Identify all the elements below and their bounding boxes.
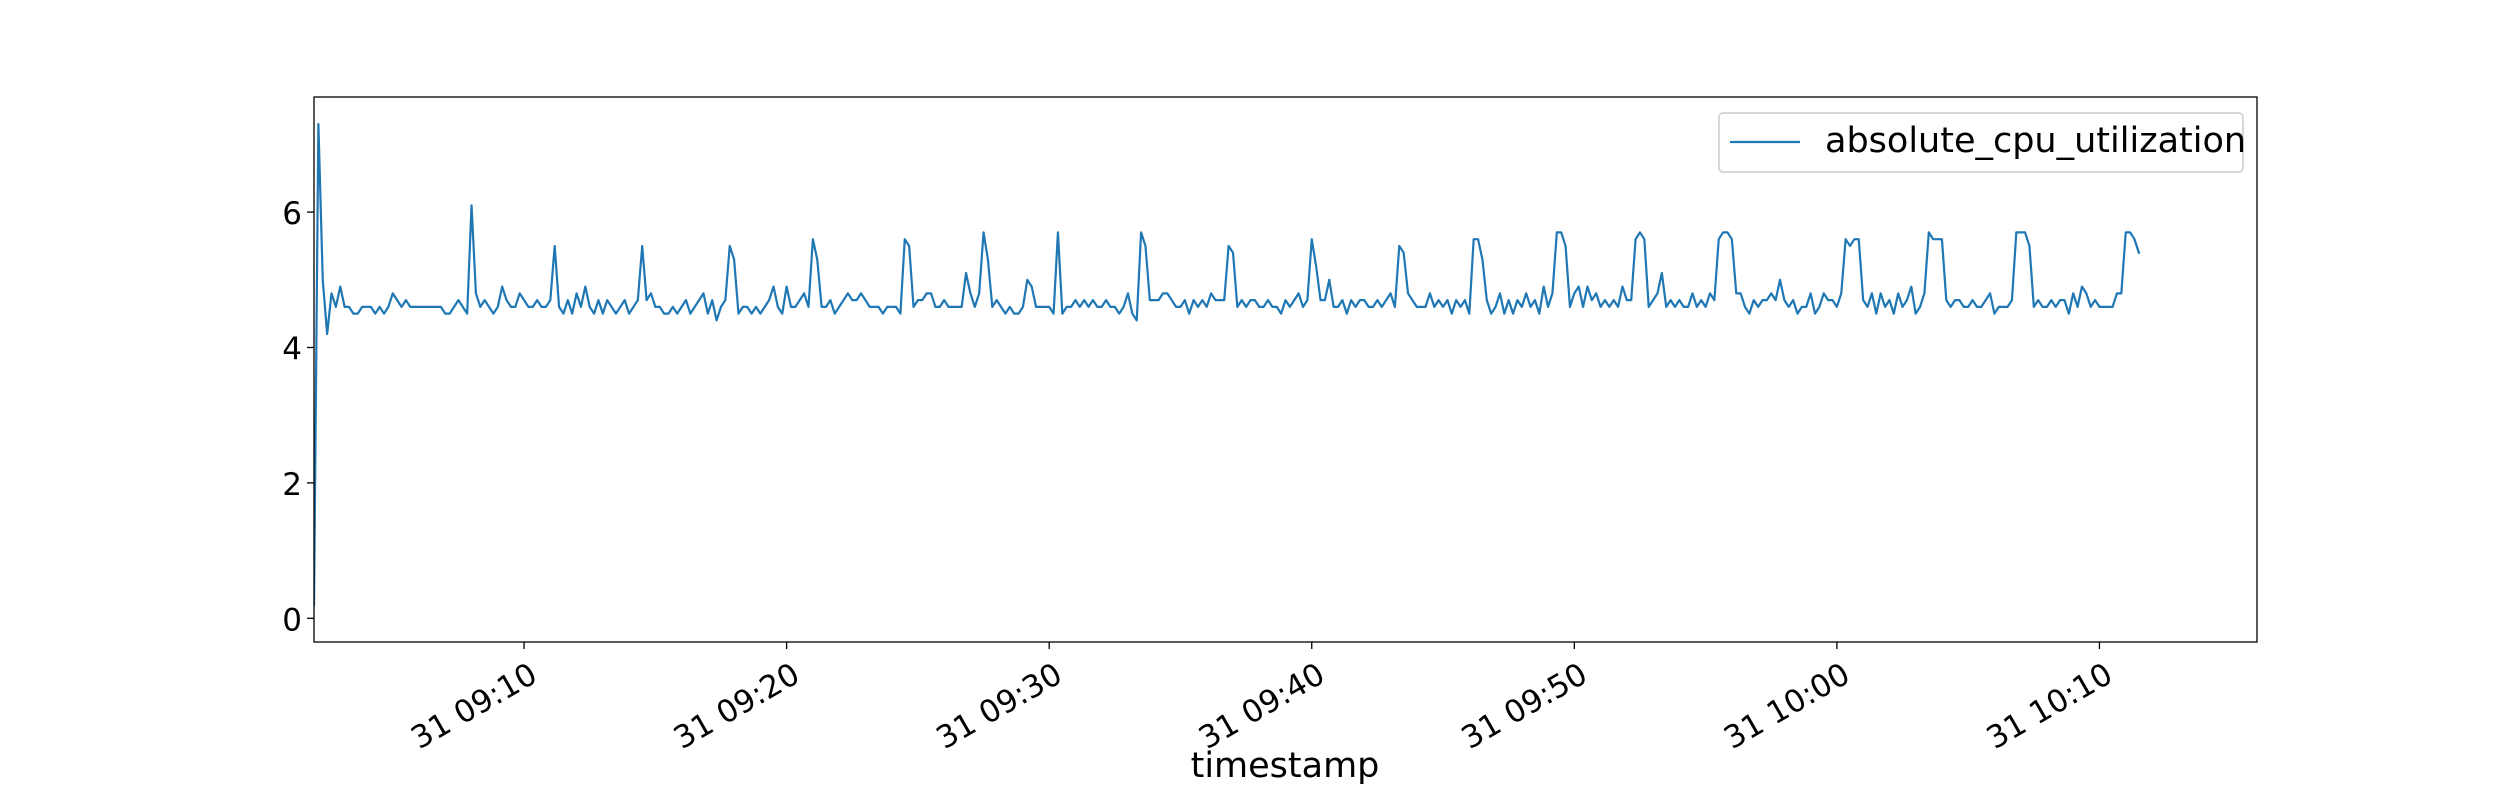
x-tick-label: 31 10:00 — [1718, 656, 1856, 756]
legend-box — [1718, 112, 2244, 173]
x-tick-label: 31 09:20 — [668, 656, 806, 756]
y-axis: 0 2 4 6 — [282, 196, 314, 638]
series-line-absolute-cpu-utilization — [314, 122, 2141, 606]
x-axis-label: timestamp — [1191, 746, 1380, 786]
x-tick-label: 31 09:50 — [1455, 656, 1593, 756]
y-tick-label: 0 — [282, 602, 302, 638]
y-tick-label: 6 — [282, 196, 302, 232]
y-tick-label: 2 — [282, 467, 302, 503]
x-axis: 31 09:10 31 09:20 31 09:30 31 09:40 31 09:50… — [405, 642, 2119, 757]
x-tick-label: 31 09:10 — [405, 656, 543, 756]
plot-frame — [313, 96, 2258, 643]
x-tick-label: 31 09:40 — [1193, 656, 1331, 756]
legend: absolute_cpu_utilization — [1718, 112, 2246, 173]
x-tick-label: 31 09:30 — [930, 656, 1068, 756]
y-tick-label: 4 — [282, 331, 302, 367]
plot-area — [313, 96, 2258, 643]
legend-label: absolute_cpu_utilization — [1825, 121, 2246, 161]
x-tick-label: 31 10:10 — [1981, 656, 2119, 756]
